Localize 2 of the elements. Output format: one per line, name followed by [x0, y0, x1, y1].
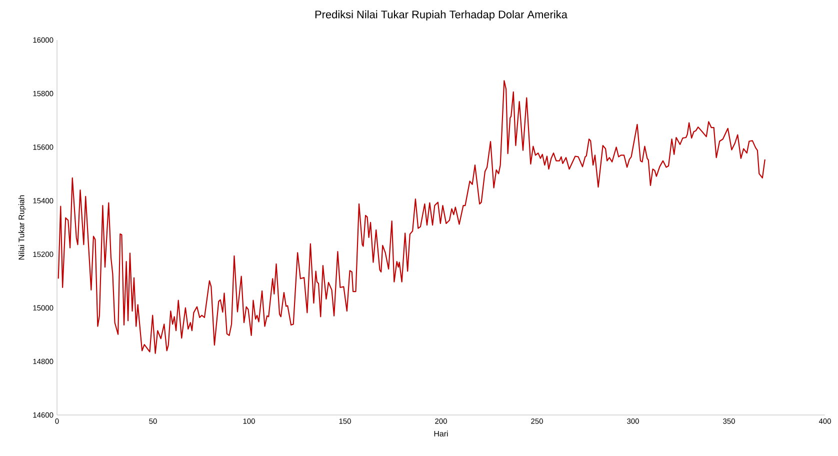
line-series — [58, 80, 766, 354]
chart-title: Prediksi Nilai Tukar Rupiah Terhadap Dolar Amerika — [315, 10, 568, 20]
